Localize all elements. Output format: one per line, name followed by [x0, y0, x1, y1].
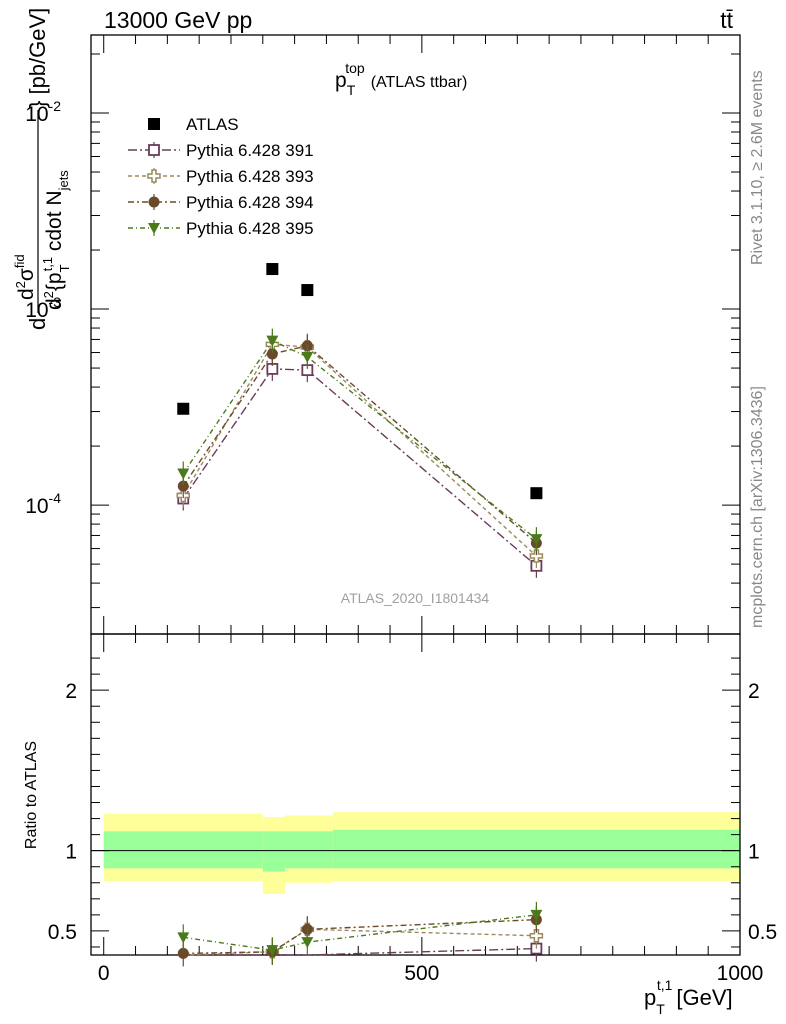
- series-0: [177, 263, 543, 500]
- energy-label: 13000 GeV pp: [104, 7, 252, 33]
- ratio-x-axis-label: pTt,1 [GeV]: [644, 977, 733, 1017]
- x-label-rest: [GeV]: [676, 985, 732, 1010]
- data-point: [530, 534, 543, 546]
- ratio-y-tick-label: 1: [65, 841, 77, 864]
- main-y-axis-label: d d2σfid d2{pTt,1 cdot Njets } [pb/GeV]: [12, 8, 72, 330]
- plot-title-sub: T: [347, 82, 356, 98]
- svg-text:d2σfid: d2σfid: [12, 254, 38, 300]
- ratio-x-tick-label: 1000: [717, 962, 764, 985]
- ratio-series-line: [183, 914, 537, 951]
- series-1: [177, 356, 543, 578]
- process-label: tt̄: [720, 7, 733, 33]
- legend-marker: [148, 223, 160, 234]
- ratio-frame-rect: [90, 633, 741, 956]
- legend-label: Pythia 6.428 394: [186, 193, 314, 212]
- svg-text:} [pb/GeV]: } [pb/GeV]: [25, 8, 50, 108]
- rivet-label: Rivet 3.1.10, ≥ 2.6M events: [749, 70, 766, 265]
- ratio-band-inner: [285, 831, 333, 869]
- ratio-y-tick-label-right: 2: [748, 680, 760, 703]
- x-label-sup: t,1: [657, 977, 673, 993]
- main-y-tick-label: 10-3: [25, 294, 61, 322]
- legend-marker: [148, 144, 160, 156]
- ratio-series-3: [177, 901, 543, 964]
- legend: ATLAS Pythia 6.428 391 Pythia 6.428 393 Pyt…: [128, 115, 314, 238]
- watermark: ATLAS_2020_I1801434: [341, 590, 490, 606]
- data-point: [266, 263, 279, 276]
- ratio-series-line: [183, 918, 537, 955]
- plot-title-main: p: [335, 69, 347, 92]
- legend-marker: [147, 169, 161, 183]
- ratio-series-line: [183, 947, 537, 956]
- plot-title-sup: top: [345, 60, 365, 76]
- plot-title-rest: (ATLAS ttbar): [371, 74, 468, 91]
- ratio-y-tick-label: 2: [65, 680, 77, 703]
- svg-text:d: d: [25, 318, 50, 330]
- data-point: [301, 284, 314, 297]
- svg-text:d2{pTt,1 cdot Njets: d2{pTt,1 cdot Njets: [40, 170, 72, 310]
- ratio-x-tick-label: 0: [98, 962, 110, 985]
- main-y-tick-label: 10-2: [25, 98, 61, 126]
- data-point: [301, 351, 314, 363]
- ratio-point: [177, 932, 190, 944]
- series-4: [177, 328, 543, 552]
- ratio-y-tick-label: 0.5: [48, 921, 77, 944]
- ratio-point: [266, 945, 279, 957]
- ratio-band-inner: [332, 829, 740, 869]
- x-label-sub: T: [656, 1001, 665, 1017]
- ratio-y-tick-label-right: 0.5: [748, 921, 777, 944]
- ratio-series-0: [183, 935, 543, 962]
- legend-marker: [148, 118, 160, 130]
- data-point: [529, 549, 544, 563]
- main-y-ticks: 10-2 10-3 10-4: [25, 35, 741, 634]
- data-point: [177, 480, 189, 492]
- plot-title: pTtop (ATLAS ttbar): [335, 60, 467, 98]
- series-line: [182, 343, 537, 557]
- ratio-point: [177, 947, 189, 959]
- ratio-band-inner: [262, 831, 286, 872]
- series-line: [182, 339, 537, 540]
- ratio-point: [529, 928, 544, 943]
- legend-label: Pythia 6.428 395: [186, 219, 314, 238]
- legend-label: ATLAS: [186, 115, 239, 134]
- ratio-series-layer: [177, 901, 544, 967]
- legend-label: Pythia 6.428 393: [186, 167, 314, 186]
- data-point: [177, 468, 190, 480]
- ratio-y-tick-label-right: 1: [748, 841, 760, 864]
- data-point: [177, 402, 190, 415]
- ratio-series-1: [183, 916, 544, 965]
- legend-label: Pythia 6.428 391: [186, 141, 314, 160]
- series-3: [177, 333, 542, 556]
- ratio-series-line: [183, 928, 537, 956]
- x-label-main: p: [644, 985, 656, 1010]
- ratio-point: [530, 909, 543, 921]
- ratio-x-tick-label: 500: [404, 962, 439, 985]
- legend-marker: [148, 196, 160, 208]
- data-point: [266, 348, 278, 360]
- ratio-panel-frame: [90, 633, 741, 956]
- ratio-bands: [103, 812, 740, 895]
- main-y-tick-label: 10-4: [25, 490, 61, 518]
- ratio-ticks: 0 500 1000 0.5 0.5 1 1 2 2: [48, 634, 777, 985]
- series-line: [182, 368, 537, 567]
- series-line: [182, 344, 537, 544]
- ratio-y-axis-label: Ratio to ATLAS: [23, 741, 40, 849]
- ratio-band-inner: [103, 831, 263, 869]
- series-2: [176, 332, 544, 568]
- data-point: [266, 335, 279, 347]
- main-series-layer: [176, 263, 544, 578]
- ratio-series-2: [177, 906, 542, 967]
- ratio-point: [301, 937, 314, 949]
- data-point: [530, 487, 543, 500]
- mcplots-label: mcplots.cern.ch [arXiv:1306.3436]: [749, 386, 766, 628]
